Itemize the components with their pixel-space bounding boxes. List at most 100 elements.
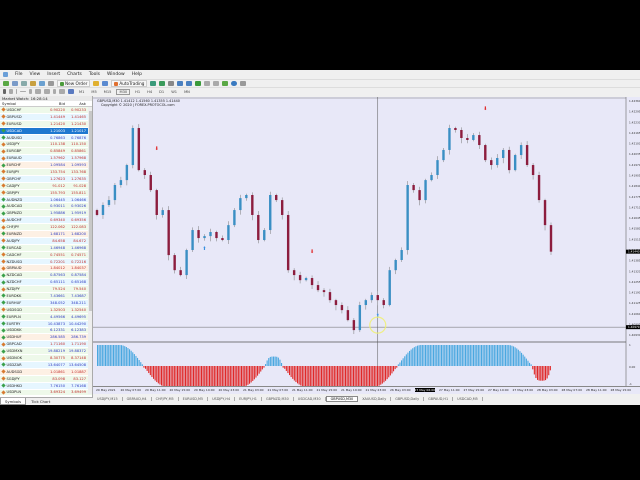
- chart-shift-icon[interactable]: [204, 81, 211, 86]
- column-bid[interactable]: Bid: [58, 101, 65, 106]
- chart-tab[interactable]: GBPNZD,M30: [262, 396, 294, 401]
- timeframe-m5[interactable]: M5: [91, 89, 97, 94]
- crosshair-icon[interactable]: [9, 89, 13, 94]
- symbol-row[interactable]: EURCHF 1.09584 1.09593: [0, 162, 92, 170]
- new-order-button[interactable]: New Order: [57, 80, 91, 87]
- symbol-row[interactable]: AUDJPY 84.658 84.672: [0, 237, 92, 245]
- timeframe-mn[interactable]: MN: [184, 89, 190, 94]
- symbol-row[interactable]: USDPLN 3.69324 3.69499: [0, 389, 92, 397]
- chart-tab[interactable]: USDCAD,M5: [453, 396, 483, 401]
- bar-chart-icon[interactable]: [150, 81, 157, 86]
- symbol-row[interactable]: AUDSGD 1.01861 1.01887: [0, 368, 92, 376]
- symbol-row[interactable]: EURAUD 1.57962 1.57968: [0, 155, 92, 163]
- menu-window[interactable]: Window: [106, 71, 125, 77]
- chart-window[interactable]: ⬇ ⬇ ⬇ ⬆ ⬆ 1.42360 1.42295 1.42230 1.42165 1.42100…: [93, 97, 640, 387]
- symbol-row[interactable]: USDZAR 13.64077 13.64508: [0, 361, 92, 369]
- new-chart-icon[interactable]: [3, 81, 9, 86]
- timeframe-h4[interactable]: H4: [147, 89, 153, 94]
- market-watch-icon[interactable]: [21, 81, 27, 86]
- symbol-row[interactable]: GBPJPY 155.793 155.811: [0, 189, 92, 197]
- chart-tab[interactable]: GBPAUD,H1: [424, 396, 454, 401]
- chart-tab[interactable]: GBPAUD,H4: [123, 396, 152, 401]
- tab-symbols[interactable]: Symbols: [0, 398, 27, 405]
- market-watch-scrollbar[interactable]: [88, 107, 92, 394]
- symbol-row[interactable]: USDJPY 110.138 110.150: [0, 141, 92, 149]
- symbol-row[interactable]: AUDNZD 1.06445 1.06466: [0, 196, 92, 204]
- chart-tab[interactable]: EURUSD,M5: [179, 396, 209, 401]
- price-chart[interactable]: ⬇ ⬇ ⬇ ⬆ ⬆ 1.42360 1.42295 1.42230 1.42165 1.42100…: [93, 97, 640, 387]
- symbol-row[interactable]: GBPUSD 1.41449 1.41465: [0, 113, 92, 121]
- symbol-row[interactable]: USDNOK 8.30775 8.37148: [0, 355, 92, 362]
- horizontal-line-icon[interactable]: [20, 91, 26, 92]
- symbol-row[interactable]: USDCHF 0.90220 0.90233: [0, 107, 92, 114]
- tester-icon[interactable]: [48, 81, 54, 86]
- symbol-row[interactable]: USDMXN 19.88219 19.88372: [0, 348, 92, 356]
- cursor-icon[interactable]: [3, 89, 6, 94]
- symbol-row[interactable]: GBPAUD 1.84012 1.84037: [0, 265, 92, 273]
- tab-tick-chart[interactable]: Tick Chart: [31, 399, 51, 404]
- symbol-row[interactable]: EURNZD 1.68171 1.68200: [0, 231, 92, 238]
- line-chart-icon[interactable]: [168, 81, 175, 86]
- menu-charts[interactable]: Charts: [67, 71, 82, 77]
- chart-tab[interactable]: CHFJPY,M5: [152, 396, 179, 401]
- templates-icon[interactable]: [240, 81, 247, 86]
- chart-tab[interactable]: USDJPY,M15: [93, 396, 123, 401]
- chart-tab[interactable]: USDJPY,H4: [208, 396, 236, 401]
- symbol-row[interactable]: NZDUSD 0.72201 0.72216: [0, 258, 92, 266]
- metaeditor-icon[interactable]: [93, 81, 100, 86]
- symbol-row[interactable]: EURDKK 7.43661 7.43687: [0, 293, 92, 300]
- chart-tab[interactable]: GBPUSD,Daily: [391, 396, 425, 401]
- autotrading-button[interactable]: AutoTrading: [111, 80, 148, 87]
- label-icon[interactable]: [59, 89, 65, 94]
- symbol-row[interactable]: EURJPY 133.754 133.768: [0, 169, 92, 176]
- menu-tools[interactable]: Tools: [88, 71, 100, 77]
- symbol-row[interactable]: USDSGD 1.32503 1.32540: [0, 306, 92, 314]
- symbol-row[interactable]: GBPCAD 1.71160 1.71190: [0, 341, 92, 349]
- timeframe-m30[interactable]: M30: [116, 88, 131, 95]
- timeframe-d1[interactable]: D1: [159, 89, 165, 94]
- symbol-row[interactable]: USDHKD 7.76150 7.76168: [0, 382, 92, 390]
- text-icon[interactable]: [53, 89, 56, 94]
- chart-tab[interactable]: XAUUSD,Daily: [358, 396, 392, 401]
- timeframe-w1[interactable]: W1: [171, 89, 178, 94]
- symbol-row[interactable]: GBPCHF 1.27623 1.27635: [0, 175, 92, 183]
- vertical-line-icon[interactable]: [16, 89, 17, 94]
- symbol-row[interactable]: EURHUF 348.052 348.211: [0, 299, 92, 307]
- symbol-row[interactable]: AUDCAD 0.93011 0.93026: [0, 203, 92, 211]
- symbol-row[interactable]: CADJPY 91.012 91.028: [0, 182, 92, 190]
- timeframe-h1[interactable]: H1: [135, 89, 141, 94]
- symbol-row[interactable]: EURGBP 0.85849 0.85861: [0, 148, 92, 156]
- candlestick-icon[interactable]: [159, 81, 166, 86]
- navigator-icon[interactable]: [30, 81, 36, 86]
- symbol-row[interactable]: GBPNZD 1.95886 1.95919: [0, 210, 92, 218]
- symbol-row[interactable]: NZDCAD 0.87563 0.87584: [0, 272, 92, 280]
- zoom-out-icon[interactable]: [186, 81, 193, 86]
- column-symbol[interactable]: Symbol: [2, 101, 17, 106]
- experts-icon[interactable]: [102, 81, 109, 86]
- symbol-row[interactable]: CADCHF 0.74551 0.74571: [0, 251, 92, 259]
- menu-help[interactable]: Help: [131, 71, 142, 77]
- symbol-row[interactable]: AUDCHF 0.69340 0.69356: [0, 217, 92, 225]
- symbol-row[interactable]: USDDKK 6.12331 6.12383: [0, 327, 92, 335]
- menu-insert[interactable]: Insert: [47, 71, 61, 77]
- symbol-row[interactable]: EURUSD 1.21420 1.21430: [0, 120, 92, 128]
- arrows-icon[interactable]: [68, 89, 74, 94]
- timeframe-m15[interactable]: M15: [103, 89, 112, 94]
- trendline-icon[interactable]: [29, 89, 32, 94]
- symbol-row[interactable]: USDCAD 1.21003 1.21017: [0, 127, 92, 135]
- symbol-row[interactable]: NZDJPY 79.524 79.540: [0, 286, 92, 294]
- profiles-icon[interactable]: [12, 81, 18, 86]
- chart-tab[interactable]: GBPUSD,M30: [325, 395, 359, 402]
- symbol-row[interactable]: NZDCHF 0.65111 0.65168: [0, 279, 92, 287]
- channel-icon[interactable]: [35, 89, 41, 94]
- chart-tab[interactable]: USDCAD,M30: [294, 396, 326, 401]
- indicators-icon[interactable]: [222, 81, 229, 86]
- symbol-row[interactable]: CHFJPY 122.062 122.083: [0, 224, 92, 232]
- symbol-row[interactable]: EURTRY 10.43873 10.44290: [0, 320, 92, 328]
- chart-tab[interactable]: EURJPY,H1: [235, 396, 262, 401]
- timeframe-m1[interactable]: M1: [79, 89, 85, 94]
- fibonacci-icon[interactable]: [44, 89, 50, 94]
- symbol-row[interactable]: USDHUF 286.585 286.739: [0, 334, 92, 342]
- column-ask[interactable]: Ask: [79, 101, 86, 106]
- symbol-row[interactable]: EURPLN 4.49566 4.49695: [0, 313, 92, 321]
